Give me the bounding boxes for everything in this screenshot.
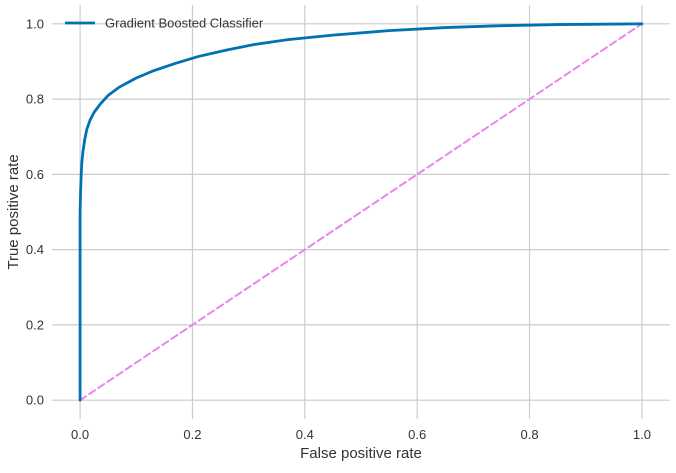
grid-lines — [52, 5, 670, 419]
x-tick-label: 0.8 — [521, 427, 539, 442]
x-tick-label: 0.4 — [296, 427, 314, 442]
chance-diagonal-line — [79, 22, 643, 402]
series-layer — [78, 22, 644, 402]
y-tick-label: 0.4 — [26, 242, 44, 257]
x-tick-label: 0.2 — [183, 427, 201, 442]
y-tick-label: 1.0 — [26, 16, 44, 31]
x-axis-label: False positive rate — [300, 445, 422, 462]
y-axis-label: True positive rate — [5, 154, 22, 269]
tick-labels: 0.0 0.2 0.4 0.6 0.8 1.0 0.0 0.2 0.4 0.6 0.8 1.0 — [26, 16, 651, 442]
y-tick-label: 0.0 — [26, 393, 44, 408]
x-tick-label: 0.6 — [408, 427, 426, 442]
y-tick-label: 0.8 — [26, 92, 44, 107]
y-tick-label: 0.2 — [26, 317, 44, 332]
y-tick-label: 0.6 — [26, 167, 44, 182]
legend-label: Gradient Boosted Classifier — [105, 16, 264, 31]
x-tick-label: 1.0 — [633, 427, 651, 442]
roc-curve-line — [78, 22, 644, 402]
x-tick-label: 0.0 — [71, 427, 89, 442]
legend: Gradient Boosted Classifier — [65, 16, 264, 31]
